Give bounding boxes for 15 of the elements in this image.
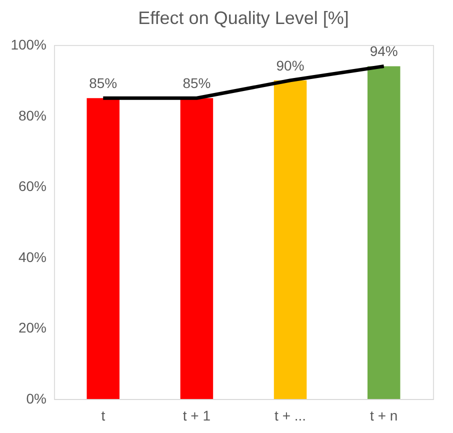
y-tick-label: 40% — [18, 248, 46, 265]
y-tick-label: 60% — [18, 178, 46, 194]
x-tick-label: t — [101, 408, 106, 424]
x-tick-label: t + n — [370, 408, 398, 424]
y-tick-label: 20% — [18, 320, 46, 336]
x-tick-label: t + 1 — [182, 408, 211, 424]
x-tick-label: t + ... — [274, 408, 306, 424]
y-tick-label: 80% — [18, 107, 46, 124]
data-label: 85% — [182, 75, 211, 92]
data-label: 94% — [370, 43, 398, 60]
y-tick-label: 0% — [26, 390, 46, 406]
data-label: 90% — [276, 57, 304, 74]
data-label: 85% — [89, 75, 118, 92]
y-tick-label: 100% — [10, 36, 46, 52]
chart-title: Effect on Quality Level [%] — [138, 8, 349, 28]
